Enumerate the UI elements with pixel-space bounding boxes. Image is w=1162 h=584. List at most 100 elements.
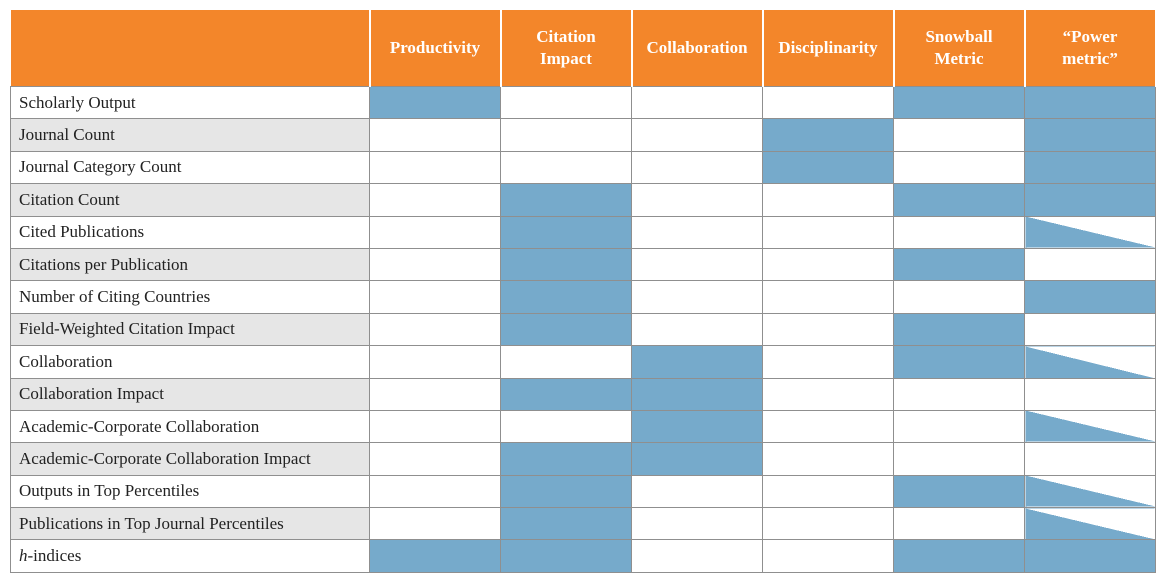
empty-cell — [631, 215, 763, 249]
row-label: h-indices — [10, 539, 370, 573]
marked-cell — [762, 118, 894, 152]
empty-cell — [369, 312, 501, 347]
empty-cell — [762, 85, 894, 120]
empty-cell — [631, 183, 763, 217]
table-row: Academic-Corporate Collaboration Impact — [10, 442, 1156, 476]
marked-cell — [893, 247, 1025, 282]
empty-cell — [631, 150, 763, 185]
table-row: Collaboration Impact — [10, 377, 1156, 411]
row-label: Field-Weighted Citation Impact — [10, 312, 370, 347]
empty-cell — [631, 85, 763, 120]
row-label: Journal Count — [10, 118, 370, 152]
empty-cell — [500, 345, 632, 379]
table-row: Scholarly Output — [10, 85, 1156, 120]
marked-cell — [893, 183, 1025, 217]
marked-cell — [631, 442, 763, 476]
empty-cell — [631, 539, 763, 573]
table-body: Scholarly Output Journal Count Journal Cat… — [10, 85, 1156, 573]
marked-cell — [1024, 183, 1156, 217]
marked-cell — [762, 150, 894, 185]
row-label: Journal Category Count — [10, 150, 370, 185]
row-label: Publications in Top Journal Percentiles — [10, 507, 370, 541]
partially-marked-cell — [1024, 507, 1156, 541]
column-header-line: Disciplinarity — [778, 38, 878, 57]
marked-cell — [500, 247, 632, 282]
table-header: Productivity Citation Impact Collaboration D… — [10, 10, 1157, 87]
row-label: Outputs in Top Percentiles — [10, 474, 370, 509]
empty-cell — [762, 183, 894, 217]
marked-cell — [500, 377, 632, 411]
marked-cell — [631, 377, 763, 411]
table-row: h-indices — [10, 539, 1156, 573]
empty-cell — [369, 183, 501, 217]
row-label: Academic-Corporate Collaboration Impact — [10, 442, 370, 476]
row-label-italic: h — [19, 546, 28, 566]
marked-cell — [500, 539, 632, 573]
row-label: Citations per Publication — [10, 247, 370, 282]
table-row: Citation Count — [10, 183, 1156, 217]
marked-cell — [1024, 539, 1156, 573]
row-label: Academic-Corporate Collaboration — [10, 409, 370, 444]
empty-cell — [369, 507, 501, 541]
column-header: Citation Impact — [500, 10, 633, 87]
marked-cell — [893, 312, 1025, 347]
column-header-line: Collaboration — [646, 38, 748, 57]
table-row: Number of Citing Countries — [10, 280, 1156, 314]
column-header: Disciplinarity — [762, 10, 895, 87]
marked-cell — [1024, 150, 1156, 185]
empty-cell — [893, 409, 1025, 444]
empty-cell — [369, 150, 501, 185]
empty-cell — [369, 474, 501, 509]
table-row: Academic-Corporate Collaboration — [10, 409, 1156, 444]
marked-cell — [893, 85, 1025, 120]
empty-cell — [500, 118, 632, 152]
empty-cell — [1024, 247, 1156, 282]
column-header: Productivity — [369, 10, 502, 87]
table-row: Citations per Publication — [10, 247, 1156, 282]
empty-cell — [893, 442, 1025, 476]
row-label: Cited Publications — [10, 215, 370, 249]
empty-cell — [893, 118, 1025, 152]
empty-cell — [762, 377, 894, 411]
empty-cell — [762, 409, 894, 444]
empty-cell — [500, 409, 632, 444]
marked-cell — [893, 539, 1025, 573]
marked-cell — [369, 539, 501, 573]
marked-cell — [1024, 118, 1156, 152]
table-row: Outputs in Top Percentiles — [10, 474, 1156, 509]
empty-cell — [369, 377, 501, 411]
empty-cell — [369, 409, 501, 444]
empty-cell — [893, 215, 1025, 249]
empty-cell — [893, 507, 1025, 541]
table-row: Journal Category Count — [10, 150, 1156, 185]
table-row: Publications in Top Journal Percentiles — [10, 507, 1156, 541]
empty-cell — [369, 442, 501, 476]
empty-cell — [631, 474, 763, 509]
metrics-matrix-table: Productivity Citation Impact Collaboration D… — [10, 10, 1157, 573]
partially-marked-cell — [1024, 215, 1156, 249]
empty-cell — [893, 150, 1025, 185]
empty-cell — [762, 474, 894, 509]
empty-cell — [369, 247, 501, 282]
table-row: Collaboration — [10, 345, 1156, 379]
column-header-line: “Power — [1062, 27, 1118, 46]
empty-cell — [631, 280, 763, 314]
table-row: Cited Publications — [10, 215, 1156, 249]
marked-cell — [631, 345, 763, 379]
row-label-rest: -indices — [27, 546, 82, 566]
column-header-line: Impact — [540, 49, 592, 68]
marked-cell — [500, 474, 632, 509]
empty-cell — [1024, 377, 1156, 411]
partially-marked-cell — [1024, 474, 1156, 509]
column-header-line: metric” — [1062, 49, 1118, 68]
row-label: Collaboration Impact — [10, 377, 370, 411]
marked-cell — [369, 85, 501, 120]
marked-cell — [893, 345, 1025, 379]
marked-cell — [500, 280, 632, 314]
row-label: Citation Count — [10, 183, 370, 217]
empty-cell — [1024, 312, 1156, 347]
marked-cell — [500, 215, 632, 249]
empty-cell — [762, 215, 894, 249]
partially-marked-cell — [1024, 345, 1156, 379]
row-label: Collaboration — [10, 345, 370, 379]
